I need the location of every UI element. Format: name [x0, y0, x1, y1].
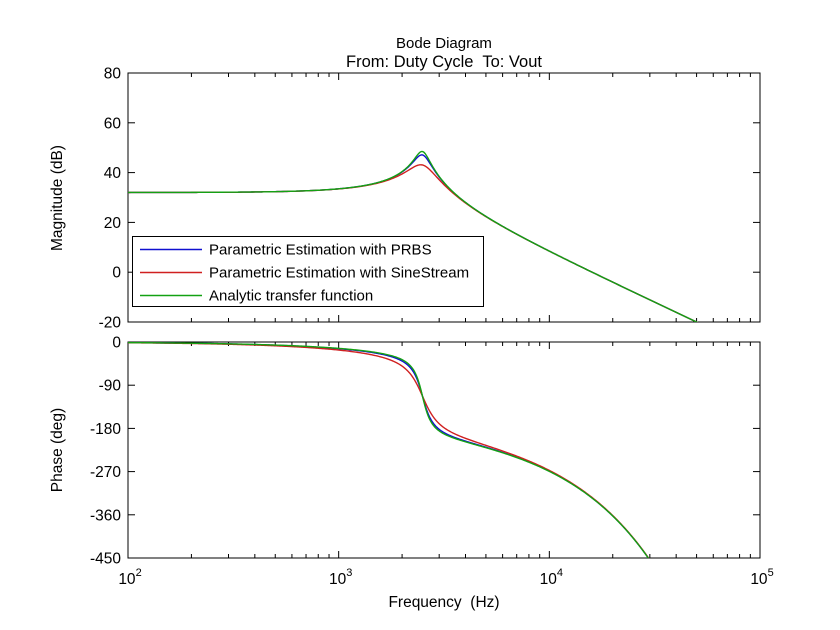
y-tick-label: -20: [99, 315, 122, 332]
phase-axis-label: Phase (deg): [49, 408, 66, 492]
x-tick-label: 104: [540, 567, 563, 588]
magnitude-curve-2: [128, 150, 699, 322]
legend-label-analytic: Analytic transfer function: [209, 288, 373, 305]
plot-subtitle: From: Duty Cycle To: Vout: [346, 53, 542, 71]
y-tick-label: 80: [104, 66, 122, 83]
legend: Parametric Estimation with PRBS Parametr…: [132, 236, 484, 307]
axes-box: [127, 72, 761, 323]
frequency-axis-label: Frequency (Hz): [388, 594, 499, 611]
x-tick-label: 102: [118, 567, 141, 588]
y-tick-label: 0: [112, 265, 121, 282]
y-tick-label: -360: [90, 507, 121, 524]
legend-label-sinestream: Parametric Estimation with SineStream: [209, 265, 469, 282]
y-tick-label: 60: [104, 115, 122, 132]
y-tick-label: 20: [104, 215, 122, 232]
x-tick-label: 105: [750, 567, 773, 588]
y-tick-label: -90: [99, 378, 122, 395]
y-tick-label: 40: [104, 165, 122, 182]
y-tick-label: -270: [90, 464, 121, 481]
y-tick-label: 0: [112, 335, 121, 352]
x-tick-label: 103: [329, 567, 352, 588]
y-tick-label: -180: [90, 421, 121, 438]
y-tick-label: -450: [90, 551, 121, 568]
plot-title: Bode Diagram: [396, 35, 492, 52]
legend-label-prbs: Parametric Estimation with PRBS: [209, 242, 432, 259]
magnitude-axis-label: Magnitude (dB): [49, 145, 66, 251]
phase-curve-2: [128, 342, 650, 558]
axes-box: [127, 341, 761, 559]
